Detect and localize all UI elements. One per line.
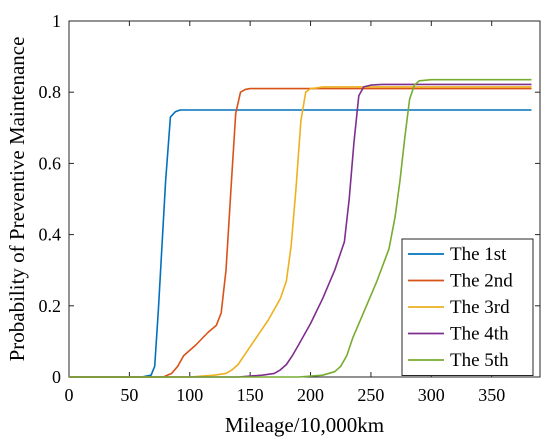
- y-tick-label: 0.6: [39, 153, 62, 173]
- series-line-1: [69, 109, 532, 378]
- y-tick-label: 0.2: [39, 296, 62, 316]
- legend: The 1st The 2nd The 3rd The 4th The 5th: [401, 238, 534, 376]
- x-tick-label: 250: [357, 385, 384, 405]
- x-tick-label: 150: [237, 385, 264, 405]
- x-axis-label: Mileage/10,000km: [225, 413, 384, 437]
- x-tick-label: 0: [65, 385, 74, 405]
- y-tick-label: 0.4: [39, 225, 62, 245]
- legend-label-5: The 5th: [450, 350, 509, 371]
- x-tick-label: 350: [478, 385, 505, 405]
- x-tick-label: 100: [176, 385, 203, 405]
- y-axis-label: Probability of Preventive Maintenance: [5, 37, 29, 362]
- x-tick-labels: 0 50 100 150 200 250 300 350: [65, 385, 506, 405]
- y-tick-label: 0.8: [39, 82, 62, 102]
- series-line-2: [69, 87, 532, 378]
- series-line-4: [69, 83, 532, 378]
- series-line-3: [69, 86, 532, 378]
- legend-label-3: The 3rd: [450, 297, 510, 318]
- x-tick-label: 300: [418, 385, 445, 405]
- x-tick-label: 200: [297, 385, 324, 405]
- legend-label-1: The 1st: [450, 244, 507, 265]
- x-tick-label: 50: [120, 385, 138, 405]
- series-lines: [69, 78, 532, 378]
- legend-label-4: The 4th: [450, 324, 509, 345]
- y-tick-label: 1: [52, 11, 61, 31]
- series-line-5: [69, 78, 532, 378]
- y-tick-label: 0: [52, 367, 61, 387]
- legend-label-2: The 2nd: [450, 271, 513, 292]
- y-tick-labels: 0 0.2 0.4 0.6 0.8 1: [39, 11, 62, 387]
